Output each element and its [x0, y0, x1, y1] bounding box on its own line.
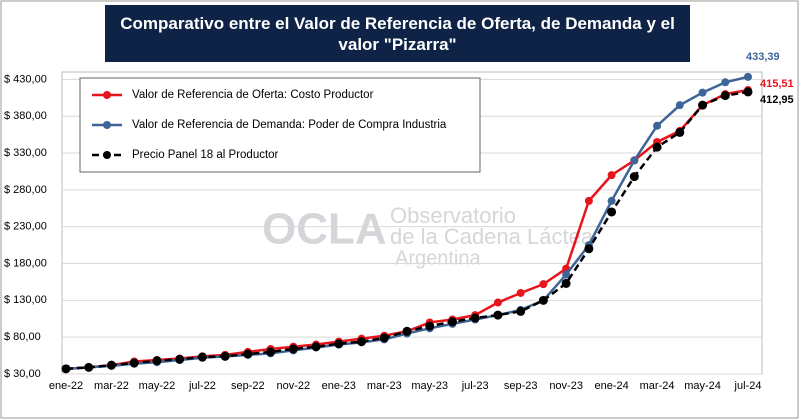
- legend-marker: [103, 91, 111, 99]
- data-point: [516, 306, 526, 316]
- data-point: [629, 172, 639, 182]
- data-point: [447, 317, 457, 327]
- data-point: [561, 278, 571, 288]
- data-point: [516, 288, 525, 297]
- data-point: [402, 326, 412, 336]
- data-point: [61, 364, 71, 374]
- data-point: [675, 127, 685, 137]
- x-tick-label: ene-22: [49, 380, 83, 392]
- data-point: [720, 91, 730, 101]
- data-point: [357, 337, 367, 347]
- value-label: 433,39: [746, 51, 780, 63]
- data-point: [584, 196, 593, 205]
- data-point: [538, 295, 548, 305]
- x-tick-label: ene-24: [594, 380, 628, 392]
- y-tick-label: $ 280,00: [4, 184, 47, 196]
- legend-label: Valor de Referencia de Demanda: Poder de…: [132, 119, 447, 131]
- data-point: [493, 310, 503, 320]
- legend-label: Valor de Referencia de Oferta: Costo Pro…: [132, 89, 374, 101]
- x-tick-label: may-23: [411, 380, 448, 392]
- legend-box: [79, 77, 481, 173]
- data-point: [743, 87, 753, 97]
- x-tick-label: sep-22: [231, 380, 265, 392]
- y-tick-label: $ 30,00: [4, 368, 41, 380]
- data-point: [652, 142, 662, 152]
- data-point: [425, 321, 435, 331]
- data-point: [288, 344, 298, 354]
- data-point: [129, 358, 139, 368]
- data-point: [562, 270, 571, 279]
- x-tick-label: ene-23: [322, 380, 356, 392]
- x-tick-label: jul-22: [188, 380, 216, 392]
- data-point: [539, 280, 548, 289]
- data-point: [106, 360, 116, 370]
- watermark: Argentina: [395, 247, 481, 269]
- data-point: [584, 244, 594, 254]
- watermark: OCLA: [262, 205, 387, 254]
- y-tick-label: $ 180,00: [4, 257, 47, 269]
- x-tick-label: mar-23: [367, 380, 402, 392]
- data-point: [721, 78, 730, 87]
- legend-marker: [103, 151, 111, 159]
- x-tick-label: mar-22: [94, 380, 129, 392]
- data-point: [698, 100, 708, 110]
- y-tick-label: $ 330,00: [4, 147, 47, 159]
- x-tick-label: mar-24: [640, 380, 675, 392]
- data-point: [698, 88, 707, 97]
- value-label: 415,51: [760, 78, 794, 90]
- legend-label: Precio Panel 18 al Productor: [132, 149, 279, 161]
- x-tick-label: may-22: [139, 380, 176, 392]
- data-point: [220, 351, 230, 361]
- data-point: [493, 298, 502, 307]
- y-tick-label: $ 230,00: [4, 221, 47, 233]
- watermark: Observatorio: [390, 203, 516, 228]
- data-point: [84, 362, 94, 372]
- data-point: [311, 342, 321, 352]
- data-point: [152, 356, 162, 366]
- x-tick-label: may-24: [684, 380, 721, 392]
- data-point: [653, 121, 662, 130]
- value-label: 412,95: [760, 94, 794, 106]
- data-point: [243, 349, 253, 359]
- data-point: [607, 196, 616, 205]
- data-point: [607, 171, 616, 180]
- x-tick-label: sep-23: [504, 380, 538, 392]
- data-point: [379, 333, 389, 343]
- data-point: [175, 354, 185, 364]
- data-point: [675, 101, 684, 110]
- data-point: [470, 313, 480, 323]
- x-tick-label: jul-23: [461, 380, 489, 392]
- y-tick-label: $ 130,00: [4, 294, 47, 306]
- watermark: de la Cadena Láctea: [390, 224, 594, 249]
- data-point: [630, 156, 639, 165]
- chart-title: Comparativo entre el Valor de Referencia…: [105, 5, 690, 62]
- data-point: [334, 339, 344, 349]
- x-tick-label: jul-24: [734, 380, 762, 392]
- x-tick-label: nov-22: [277, 380, 311, 392]
- data-point: [744, 72, 752, 81]
- legend-marker: [103, 121, 111, 129]
- y-tick-label: $ 80,00: [4, 331, 41, 343]
- x-tick-label: nov-23: [549, 380, 583, 392]
- y-tick-label: $ 380,00: [4, 110, 47, 122]
- data-point: [266, 347, 276, 357]
- y-tick-label: $ 430,00: [4, 73, 47, 85]
- data-point: [197, 352, 207, 362]
- data-point: [607, 207, 617, 217]
